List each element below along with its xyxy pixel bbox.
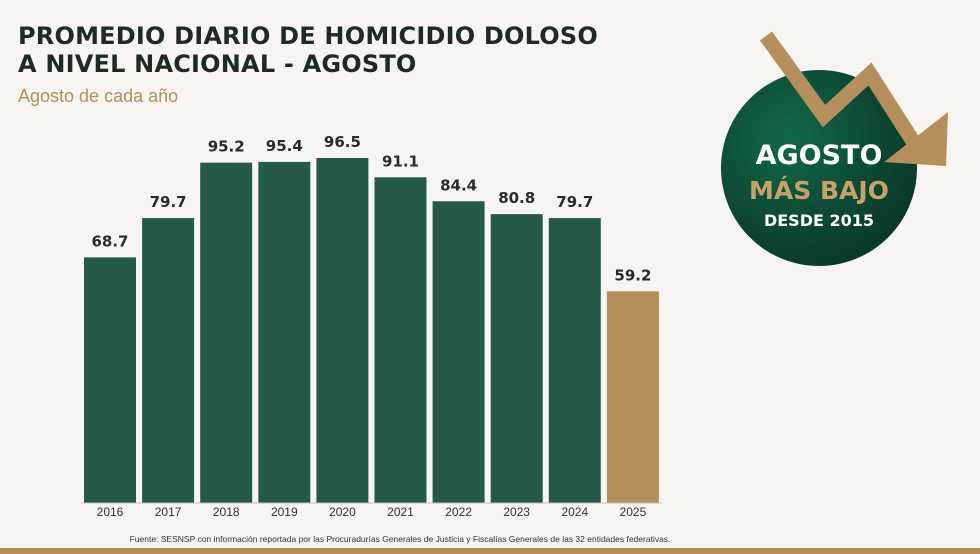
- chart-title: PROMEDIO DIARIO DE HOMICIDIO DOLOSO A NI…: [18, 22, 598, 78]
- record-low-badge: AGOSTO MÁS BAJO DESDE 2015: [720, 28, 960, 276]
- bar-2019: [258, 161, 311, 503]
- bar-2024: [548, 218, 601, 503]
- x-tick-label: 2021: [387, 505, 414, 519]
- bar-value-label: 68.7: [91, 232, 128, 250]
- x-tick-label: 2024: [561, 505, 588, 519]
- bar-2023: [490, 214, 543, 504]
- bar-2021: [374, 177, 427, 503]
- bar-2018: [200, 162, 253, 503]
- bar-chart: 68.7 2016 79.7 2017 95.2 2018 95.4 2019 96.5 2020…: [81, 133, 662, 519]
- bar-value-label: 95.2: [208, 138, 245, 156]
- bar-2016: [84, 257, 136, 503]
- bar-2017: [142, 218, 195, 503]
- down-trend-arrow-icon: [759, 31, 948, 166]
- x-tick-label: 2016: [97, 505, 124, 519]
- bar-value-label: 95.4: [266, 137, 303, 155]
- bar-value-label: 59.2: [614, 266, 651, 284]
- x-tick-label: 2025: [620, 505, 647, 519]
- badge-line3: DESDE 2015: [763, 211, 875, 230]
- bar-value-label: 84.4: [440, 176, 477, 194]
- bar-2025: [606, 291, 659, 503]
- x-tick-label: 2023: [503, 505, 530, 519]
- bar-value-label: 91.1: [382, 152, 419, 170]
- bar-value-label: 79.7: [556, 193, 593, 211]
- bar-value-label: 96.5: [324, 133, 361, 151]
- chart-title-line2: A NIVEL NACIONAL - AGOSTO: [18, 50, 417, 78]
- x-tick-label: 2020: [329, 505, 356, 519]
- badge-line2: MÁS BAJO: [749, 176, 889, 205]
- source-note: Fuente: SESNSP con información reportada…: [129, 534, 671, 544]
- badge-line1: AGOSTO: [755, 140, 883, 171]
- bar-2020: [316, 158, 369, 503]
- bar-2022: [432, 201, 485, 503]
- bottom-accent-line: [0, 548, 980, 554]
- x-tick-label: 2019: [271, 505, 298, 519]
- x-tick-label: 2017: [155, 505, 182, 519]
- x-tick-label: 2022: [445, 505, 472, 519]
- bar-value-label: 79.7: [150, 193, 187, 211]
- chart-title-line1: PROMEDIO DIARIO DE HOMICIDIO DOLOSO: [18, 22, 598, 50]
- bar-value-label: 80.8: [498, 189, 535, 207]
- chart-subtitle: Agosto de cada año: [18, 86, 179, 106]
- x-tick-label: 2018: [213, 505, 240, 519]
